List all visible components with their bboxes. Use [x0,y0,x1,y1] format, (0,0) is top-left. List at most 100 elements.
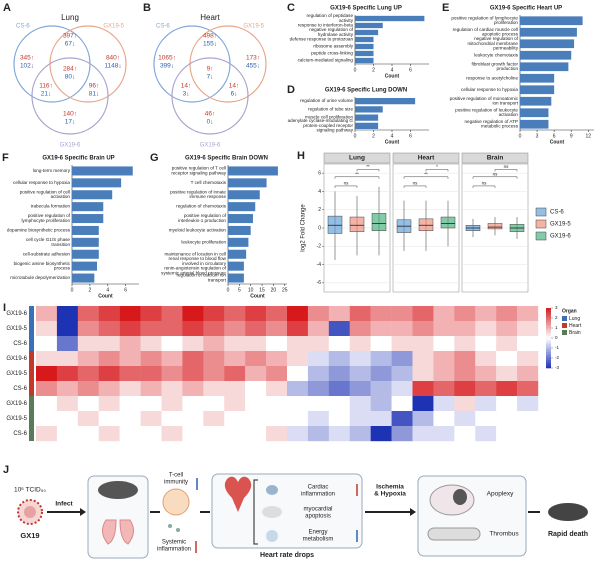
heat-cell [203,351,225,367]
sig-label: * [436,164,438,169]
heat-cell [349,396,371,412]
category-label: myeloid leukocyte activation [169,228,227,233]
heat-cell [496,321,518,337]
venn-down-count: 17↓ [65,119,75,126]
heat-cell [245,396,267,412]
bar [228,261,244,271]
venn-up-count: 173↑ [246,55,260,62]
heat-cell [203,306,225,322]
bar [520,50,572,60]
heat-cell [77,351,99,367]
legend-label: GX19-6 [550,234,571,240]
chart-title: GX19-6 Specific Lung DOWN [325,88,407,94]
heat-cell [475,321,497,337]
heat-cell [433,306,455,322]
panel-letter: B [143,2,151,14]
x-tick-label: 6 [553,133,556,139]
legend-gradient [546,366,551,369]
thrombus-label: Thrombus [489,531,519,538]
heat-cell [328,426,350,442]
legend-label: GX19-5 [550,222,571,228]
legend-label: Lung [569,316,580,322]
lesion-icon [453,489,467,505]
heat-cell [266,306,288,322]
heat-cell [245,381,267,397]
bar [228,178,267,188]
row-label: CS-6 [13,341,27,347]
heat-cell [391,306,413,322]
bar [520,85,555,95]
heat-cell [475,396,497,412]
organ-bar [29,351,34,396]
heat-cell [98,306,120,322]
ischemia-label: Ischemia & Hypoxia [374,483,406,497]
heat-cell [433,366,455,382]
heat-cell [140,306,162,322]
infect-label: Infect [55,501,73,508]
heat-cell [433,321,455,337]
organ-bar [29,306,34,351]
bar [355,36,374,43]
category-label: peptide cross-linking [311,51,353,56]
x-tick-label: 6 [409,67,412,73]
heat-cell [370,321,392,337]
heat-cell [266,396,288,412]
x-tick-label: 0 [71,287,74,293]
chart-title: GX19-6 Specific Brain DOWN [185,156,268,162]
y-tick-label: 4 [318,189,321,195]
heat-cell [287,426,309,442]
legend-gradient [546,328,551,331]
heat-cell [517,411,539,427]
x-axis-title: Count [385,73,400,79]
category-label: negative regulation of hydrolase activity [309,27,354,37]
heat-cell [328,381,350,397]
x-axis-title: Count [550,139,565,145]
heat-cell [182,306,204,322]
y-tick-label: -6 [317,280,322,286]
legend-gradient [546,338,551,341]
legend-swatch [535,219,547,229]
sig-bracket [494,169,518,172]
heat-cell [328,396,350,412]
venn-set-label: GX19-5 [103,24,124,30]
venn-down-count: 6↓ [231,91,238,98]
heat-cell [203,336,225,352]
venn-down-count: 399↓ [160,63,174,70]
heat-cell [224,366,246,382]
sig-bracket [403,176,449,179]
energy-label: Energy metabolism [303,529,334,542]
bar [72,237,99,247]
bar [520,73,555,83]
y-tick-label: -4 [317,262,322,268]
heat-cell [56,366,79,382]
heat-cell [475,426,497,442]
heat-cell [517,336,539,352]
heat-cell [266,411,288,427]
heat-cell [161,381,183,397]
heat-cell [182,351,204,367]
venn-down-count: 155↓ [203,41,217,48]
systemic-label: Systemic inflammation [157,539,191,552]
heat-cell [245,336,267,352]
heat-cell [412,381,434,397]
heat-cell [496,366,518,382]
heat-cell [224,351,246,367]
category-label: defense response to protozoan [290,37,354,42]
box [418,218,434,231]
heat-cell [412,336,434,352]
heat-cell [307,366,330,382]
heat-cell [56,321,79,337]
bar [72,261,98,271]
heat-cell [517,381,539,397]
heat-cell [245,306,267,322]
heat-cell [475,381,497,397]
heat-cell [161,411,183,427]
heat-cell [182,366,204,382]
heat-cell [349,426,371,442]
legend-swatch [535,207,547,217]
heat-cell [517,306,539,322]
heat-cell [77,306,99,322]
heat-cell [266,426,288,442]
heat-cell [412,321,434,337]
heat-cell [140,411,162,427]
